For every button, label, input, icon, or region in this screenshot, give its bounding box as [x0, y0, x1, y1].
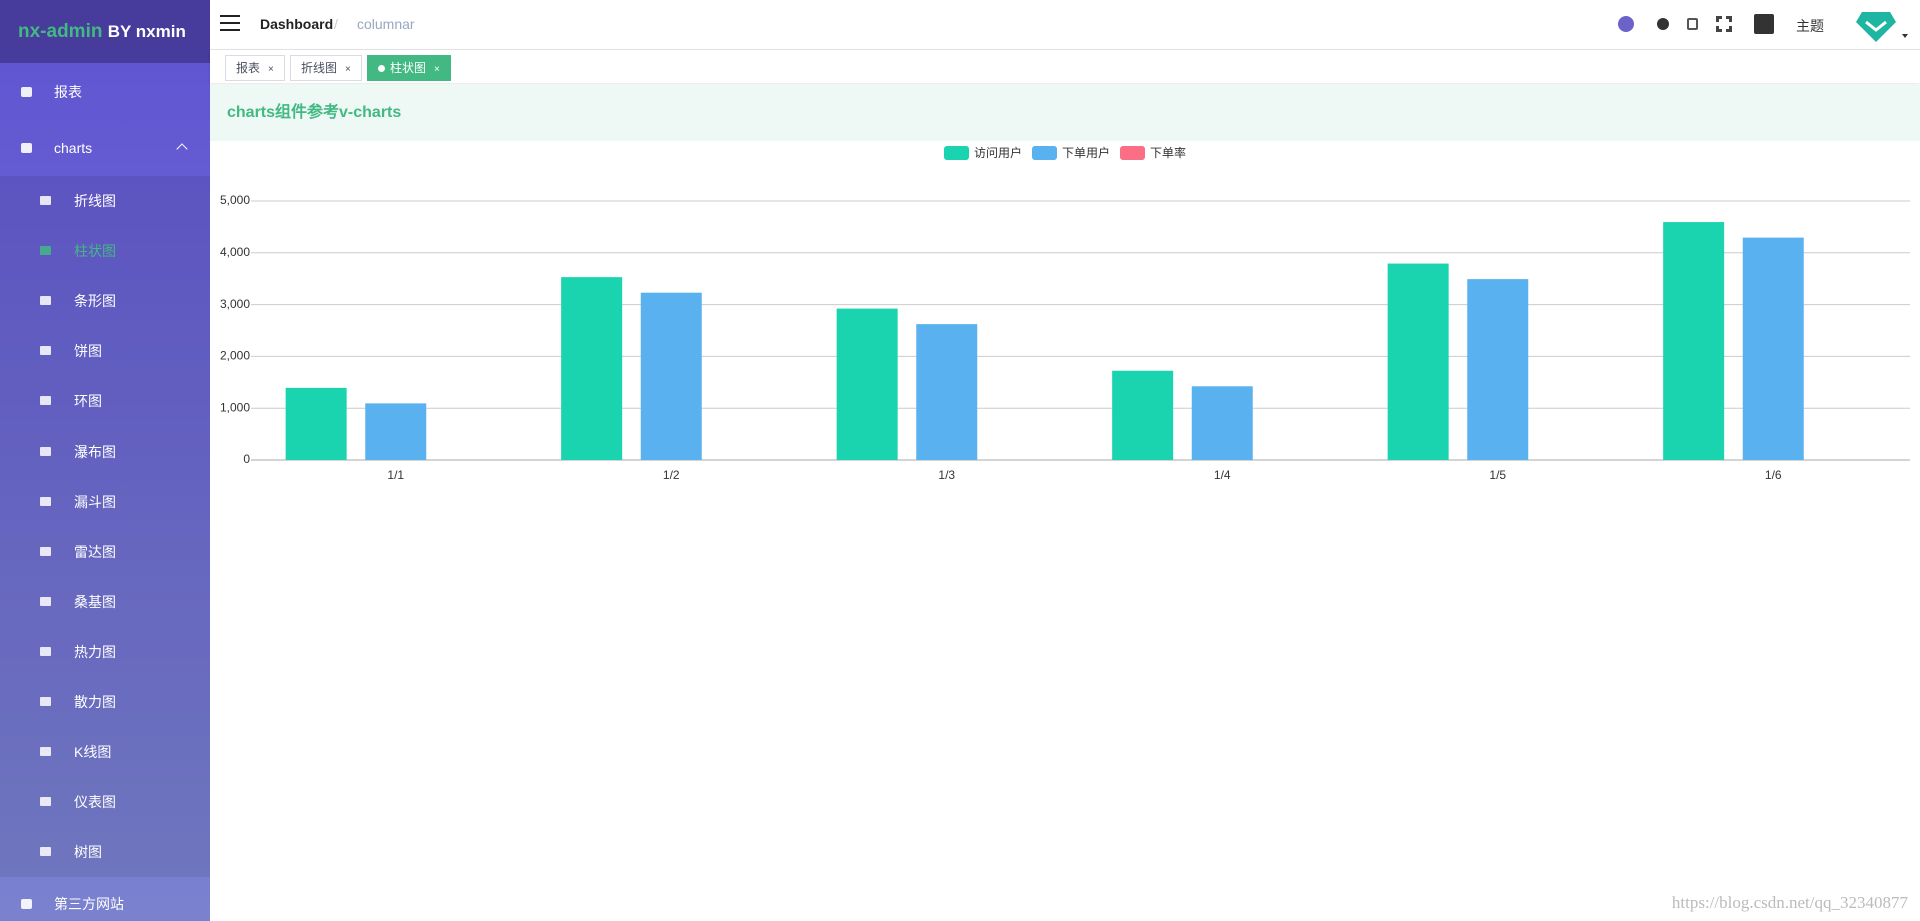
legend-swatch: [944, 146, 969, 160]
legend-swatch: [1032, 146, 1057, 160]
bar: [561, 277, 623, 460]
lang-icon[interactable]: [1754, 14, 1774, 34]
submenu-icon: [40, 697, 51, 706]
submenu-item[interactable]: 散力图: [0, 692, 210, 712]
bar: [916, 324, 978, 460]
separator: /: [334, 16, 338, 32]
banner: charts组件参考v-charts: [210, 84, 1920, 141]
submenu-item[interactable]: 雷达图: [0, 542, 210, 562]
breadcrumb: columnar: [357, 16, 415, 32]
submenu-icon: [40, 847, 51, 857]
submenu-icon: [40, 246, 51, 256]
submenu-item[interactable]: 树图: [0, 842, 210, 862]
y-tick-label: 4,000: [220, 245, 250, 259]
legend-label: 下单率: [1150, 145, 1186, 160]
bar: [1742, 237, 1804, 460]
tab[interactable]: 报表 ×: [225, 55, 285, 81]
brand: nx-admin BY nxmin: [0, 0, 210, 63]
tab[interactable]: 折线图 ×: [290, 55, 362, 81]
bar: [365, 403, 427, 460]
menu-icon: [21, 87, 32, 97]
github-icon[interactable]: [1618, 16, 1634, 32]
tab-label: 柱状图: [390, 61, 427, 75]
bar: [640, 292, 702, 460]
submenu-icon: [40, 546, 51, 556]
submenu-icon: [40, 196, 51, 205]
y-tick-label: 2,000: [220, 349, 250, 363]
submenu-item[interactable]: 漏斗图: [0, 492, 210, 512]
menu-icon: [21, 899, 32, 909]
submenu-item[interactable]: 饼图: [0, 341, 210, 361]
legend-label: 下单用户: [1062, 145, 1110, 160]
submenu-icon: [40, 296, 51, 306]
submenu-icon: [40, 797, 51, 807]
y-tick-label: 1,000: [220, 400, 250, 414]
lock-icon[interactable]: [1687, 18, 1698, 30]
bar: [836, 308, 898, 460]
legend-label: 访问用户: [974, 145, 1022, 160]
submenu-icon: [40, 646, 51, 656]
tab-close: ×: [268, 64, 274, 75]
x-tick-label: 1/5: [1489, 468, 1506, 482]
legend-swatch: [1120, 146, 1145, 160]
bar: [285, 387, 347, 460]
x-tick-label: 1/6: [1765, 468, 1782, 482]
submenu-icon: [40, 747, 51, 757]
x-tick-label: 1/2: [663, 468, 680, 482]
avatar[interactable]: [1850, 8, 1910, 44]
menu-icon: [21, 143, 32, 153]
submenu-item[interactable]: 条形图: [0, 291, 210, 311]
bar: [1112, 370, 1174, 460]
submenu-item[interactable]: 环图: [0, 391, 210, 411]
theme-button[interactable]: 主题: [1796, 18, 1824, 34]
submenu-item[interactable]: 桑基图: [0, 592, 210, 612]
navbar: Dashboard / columnar 主题: [210, 0, 1920, 50]
tab-dot: [378, 65, 385, 72]
submenu-item[interactable]: 仪表图: [0, 792, 210, 812]
submenu-icon: [40, 496, 51, 506]
tab-close: ×: [345, 64, 351, 75]
breadcrumb[interactable]: Dashboard: [260, 16, 334, 32]
tab-close: ×: [434, 64, 440, 75]
submenu-item[interactable]: 瀑布图: [0, 442, 210, 462]
submenu-icon: [40, 396, 51, 406]
submenu: [0, 176, 210, 877]
tab-label: 折线图: [301, 61, 338, 75]
bar: [1663, 222, 1725, 460]
submenu-item[interactable]: 柱状图: [0, 241, 210, 261]
brand-suffix: BY nxmin: [107, 22, 186, 41]
submenu-icon: [40, 446, 51, 456]
bar: [1467, 279, 1529, 460]
submenu-icon: [40, 346, 51, 356]
sidebar: nx-admin BY nxmin 报表 charts 折线图柱状图条形图饼图环图瀑…: [0, 0, 210, 921]
bar: [1387, 263, 1449, 460]
hamburger[interactable]: [220, 15, 240, 31]
x-tick-label: 1/4: [1214, 468, 1231, 482]
watermark: https://blog.csdn.net/qq_32340877: [1671, 893, 1908, 912]
submenu-item[interactable]: K线图: [0, 742, 210, 762]
submenu-icon: [40, 596, 51, 606]
submenu-item[interactable]: 热力图: [0, 642, 210, 662]
menu-item[interactable]: 报表: [0, 82, 210, 102]
y-tick-label: 5,000: [220, 193, 250, 207]
y-tick-label: 3,000: [220, 297, 250, 311]
help-icon[interactable]: [1657, 18, 1669, 30]
tags-view: 报表 × 折线图 × 柱状图 ×: [210, 50, 1920, 83]
x-tick-label: 1/1: [387, 468, 404, 482]
brand-name: nx-admin: [18, 21, 103, 42]
menu-item[interactable]: 第三方网站: [0, 894, 210, 914]
fullscreen-icon[interactable]: [1716, 16, 1732, 32]
x-tick-label: 1/3: [938, 468, 955, 482]
bar: [1191, 386, 1253, 460]
tab-label: 报表: [236, 61, 261, 75]
menu-item[interactable]: charts: [0, 138, 210, 158]
submenu-item[interactable]: 折线图: [0, 191, 210, 211]
y-tick-label: 0: [243, 452, 250, 466]
tab[interactable]: 柱状图 ×: [367, 55, 451, 81]
